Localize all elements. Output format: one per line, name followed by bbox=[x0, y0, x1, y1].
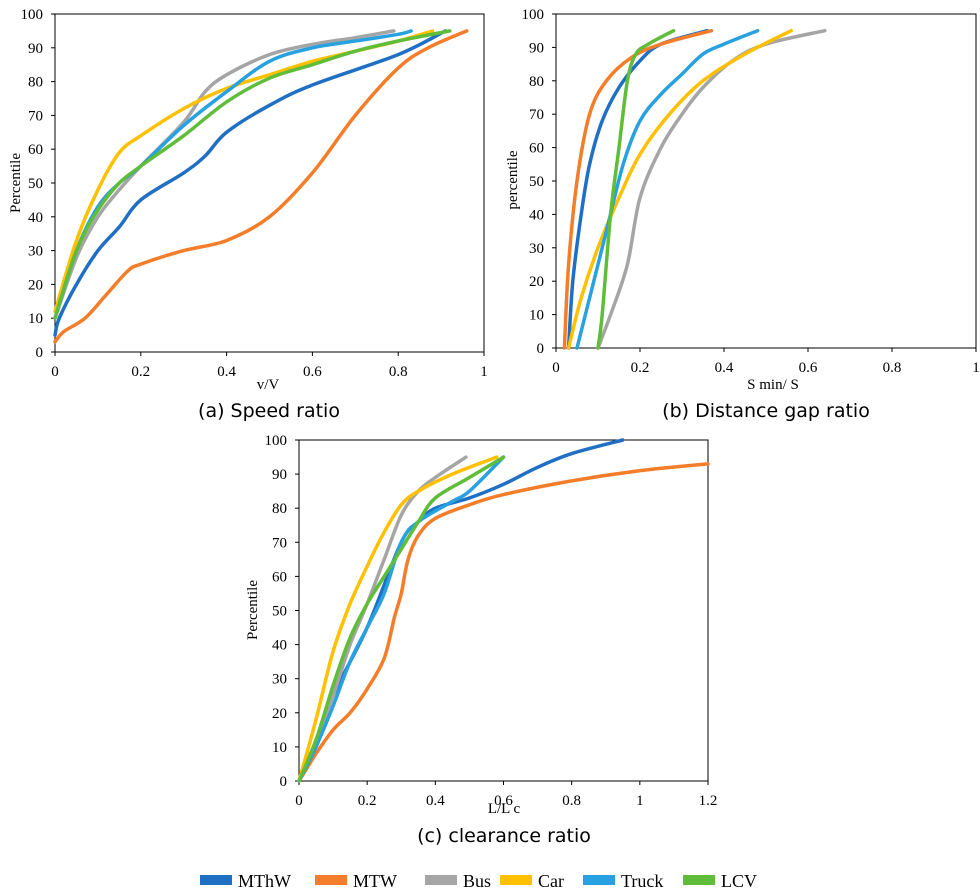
x-tick-label: 0.4 bbox=[426, 793, 445, 809]
legend-label-car: Car bbox=[538, 871, 564, 891]
y-tick-label: 20 bbox=[529, 274, 544, 290]
y-tick-label: 100 bbox=[21, 7, 44, 23]
x-axis-label: S min/ S bbox=[747, 377, 799, 393]
series-line-car bbox=[53, 29, 435, 314]
x-tick-label: 0.8 bbox=[883, 360, 902, 376]
y-tick-label: 70 bbox=[272, 535, 287, 551]
y-tick-label: 30 bbox=[529, 241, 544, 257]
series-line-car bbox=[566, 28, 793, 350]
x-tick-label: 0.8 bbox=[562, 793, 581, 809]
y-tick-label: 20 bbox=[28, 277, 43, 293]
x-axis-label: v/V bbox=[257, 377, 280, 393]
x-tick-label: 0.2 bbox=[631, 360, 650, 376]
series-line-mthw bbox=[53, 29, 448, 337]
series-line-mtw bbox=[562, 28, 714, 350]
y-tick-label: 100 bbox=[265, 433, 288, 449]
x-tick-label: 0 bbox=[295, 793, 303, 809]
x-tick-label: 0.4 bbox=[217, 364, 236, 380]
legend-swatch-bus bbox=[425, 875, 457, 885]
panel-speed-ratio: (a) Speed ratio 0 10 20 30 40 50 60 70 80 90 100 0 0… bbox=[8, 7, 488, 422]
series-line-mtw bbox=[297, 462, 710, 783]
x-tick-label: 0 bbox=[552, 360, 560, 376]
y-tick-label: 70 bbox=[28, 108, 43, 124]
legend-swatch-mthw bbox=[200, 875, 232, 885]
legend-label-bus: Bus bbox=[463, 871, 491, 891]
y-tick-label: 40 bbox=[28, 210, 43, 226]
y-tick-label: 30 bbox=[272, 672, 287, 688]
x-tick-label: 1 bbox=[480, 364, 488, 380]
series-line-truck bbox=[53, 29, 413, 320]
panel-distance-gap-ratio: (b) Distance gap ratio 01020304050607080… bbox=[505, 7, 980, 422]
y-tick-label: 80 bbox=[28, 75, 43, 91]
legend-label-lcv: LCV bbox=[721, 871, 757, 891]
y-tick-label: 100 bbox=[522, 7, 545, 23]
legend-label-mtw: MTW bbox=[353, 871, 397, 891]
y-tick-label: 60 bbox=[272, 569, 287, 585]
x-tick-label: 0.4 bbox=[715, 360, 734, 376]
y-tick-label: 40 bbox=[529, 207, 544, 223]
series-line-truck bbox=[297, 455, 506, 783]
y-tick-label: 90 bbox=[272, 467, 287, 483]
y-tick-label: 80 bbox=[529, 74, 544, 90]
legend-label-mthw: MThW bbox=[238, 871, 291, 891]
x-tick-label: 0.6 bbox=[494, 793, 513, 809]
y-tick-label: 30 bbox=[28, 244, 43, 260]
x-axis-label: L/L c bbox=[488, 801, 521, 817]
plot-area bbox=[298, 439, 709, 782]
series-line-car bbox=[297, 455, 499, 783]
x-tick-label: 1 bbox=[636, 793, 644, 809]
y-tick-label: 20 bbox=[272, 706, 287, 722]
y-tick-label: 10 bbox=[272, 740, 287, 756]
y-tick-label: 60 bbox=[28, 142, 43, 158]
series-line-lcv bbox=[596, 28, 676, 350]
y-tick-label: 0 bbox=[280, 774, 288, 790]
y-tick-label: 60 bbox=[529, 141, 544, 157]
x-tick-label: 0.2 bbox=[131, 364, 150, 380]
series-line-truck bbox=[575, 28, 760, 350]
panel-clearance-ratio: (c) clearance ratio 01020304050607080901… bbox=[245, 433, 717, 847]
caption-speed-ratio: (a) Speed ratio bbox=[198, 400, 340, 422]
x-tick-label: 0.2 bbox=[358, 793, 377, 809]
series-line-lcv bbox=[297, 455, 506, 783]
y-tick-label: 50 bbox=[28, 176, 43, 192]
y-tick-label: 80 bbox=[272, 501, 287, 517]
series-line-bus bbox=[596, 28, 827, 350]
legend-label-truck: Truck bbox=[621, 871, 663, 891]
x-tick-label: 0.8 bbox=[389, 364, 408, 380]
x-tick-label: 1.2 bbox=[699, 793, 718, 809]
y-axis-label: Percentile bbox=[245, 580, 261, 640]
series-line-lcv bbox=[53, 29, 452, 320]
caption-clearance-ratio: (c) clearance ratio bbox=[417, 825, 591, 847]
legend-swatch-lcv bbox=[683, 875, 715, 885]
y-tick-label: 70 bbox=[529, 107, 544, 123]
y-tick-label: 0 bbox=[537, 341, 545, 357]
y-tick-label: 0 bbox=[36, 345, 44, 361]
x-tick-label: 0 bbox=[51, 364, 59, 380]
series-line-bus bbox=[53, 29, 396, 320]
legend: MThW MTW Bus Car Truck LCV bbox=[200, 871, 757, 891]
legend-swatch-car bbox=[500, 875, 532, 885]
y-tick-label: 50 bbox=[529, 174, 544, 190]
y-axis-label: percentile bbox=[505, 150, 521, 209]
y-axis-label: Percentile bbox=[8, 153, 24, 213]
y-tick-label: 10 bbox=[28, 311, 43, 327]
x-tick-label: 1 bbox=[972, 360, 980, 376]
x-tick-label: 0.6 bbox=[799, 360, 818, 376]
series-line-mtw bbox=[53, 29, 469, 344]
legend-swatch-truck bbox=[583, 875, 615, 885]
x-tick-label: 0.6 bbox=[303, 364, 322, 380]
y-tick-label: 90 bbox=[28, 41, 43, 57]
legend-swatch-mtw bbox=[315, 875, 347, 885]
y-tick-label: 90 bbox=[529, 40, 544, 56]
y-tick-label: 40 bbox=[272, 638, 287, 654]
caption-distance-gap-ratio: (b) Distance gap ratio bbox=[662, 400, 870, 422]
y-tick-label: 50 bbox=[272, 604, 287, 620]
y-tick-label: 10 bbox=[529, 308, 544, 324]
